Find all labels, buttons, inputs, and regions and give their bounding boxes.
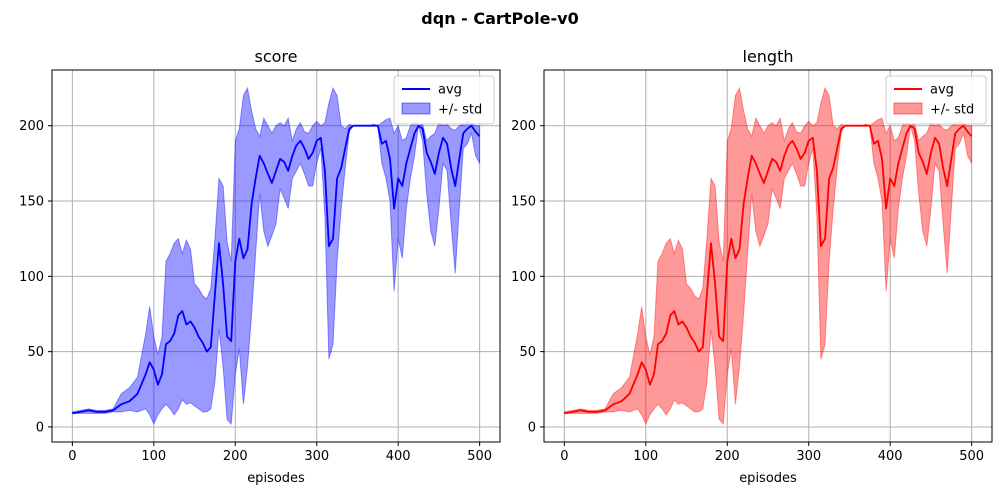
chart-0-y-tick-label-2: 100 [19,270,44,285]
chart-0-std-band [71,86,481,426]
chart-1-legend-avg-label: avg [930,83,954,98]
chart-1-legend-std-label: +/- std [930,103,974,118]
chart-0-legend-avg-label: avg [438,83,462,98]
length-panel: length 0 100 200 300 400 500 0 50 100 150 200 episod… [511,47,993,486]
chart-0-x-tick-label-1: 100 [141,449,166,464]
chart-0-y-tick-label-1: 50 [27,345,44,360]
chart-1-x-tick-label-1: 100 [633,449,658,464]
score-panel: score 0 100 200 300 400 500 0 50 100 150 200 episode… [19,47,501,486]
chart-0-x-tick-label-3: 300 [304,449,329,464]
chart-1-xlabel: episodes [739,471,797,486]
chart-1-x-tick-label-4: 400 [878,449,903,464]
chart-1-legend-std-swatch [893,102,923,115]
chart-1-x-tick-label-5: 500 [959,449,984,464]
chart-0-avg-line [72,124,481,415]
chart-1-avg-line [564,124,973,415]
chart-0-y-tick-label-4: 200 [19,119,44,134]
chart-0-x-tick-label-4: 400 [386,449,411,464]
chart-1-x-tick-label-3: 300 [796,449,821,464]
chart-1-x-tick-label-0: 0 [560,449,568,464]
chart-0-y-tick-label-0: 0 [36,420,44,435]
figure-suptitle: dqn - CartPole-v0 [421,9,578,28]
chart-1-y-tick-label-2: 100 [511,270,536,285]
chart-1-x-tick-label-2: 200 [715,449,740,464]
chart-0-frame [51,69,501,443]
chart-1-y-tick-label-1: 50 [519,345,536,360]
chart-0-xlabel: episodes [247,471,305,486]
chart-1-title: length [743,47,794,66]
chart-1-frame [543,69,993,443]
chart-0-legend-std-label: +/- std [438,103,482,118]
chart-0-y-tick-label-3: 150 [19,195,44,210]
chart-1-std-band [563,86,973,426]
chart-0-x-tick-label-5: 500 [467,449,492,464]
chart-0-x-tick-label-2: 200 [223,449,248,464]
chart-0-x-tick-label-0: 0 [68,449,76,464]
chart-1-y-tick-label-3: 150 [511,195,536,210]
chart-0-legend-std-swatch [401,102,431,115]
chart-1-y-tick-label-0: 0 [528,420,536,435]
chart-1-y-tick-label-4: 200 [511,119,536,134]
chart-0-title: score [255,47,298,66]
